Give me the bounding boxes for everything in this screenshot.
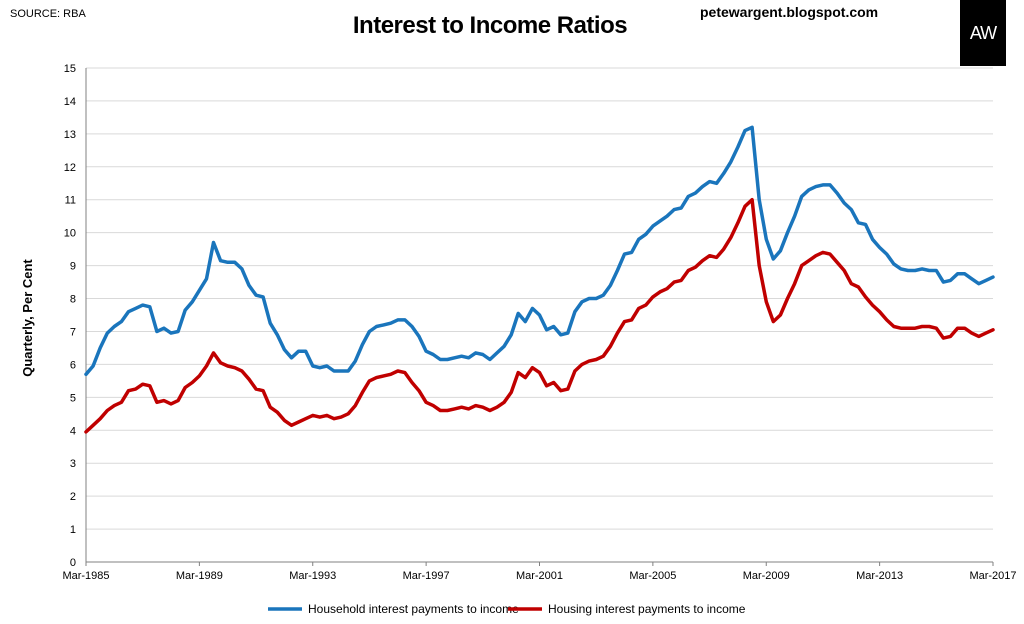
x-axis-ticks: Mar-1985 Mar-1989 Mar-1993 Mar-1997 Mar-2001…: [62, 562, 1017, 582]
x-tick-label: Mar-1997: [403, 570, 450, 582]
y-tick-label: 2: [70, 491, 76, 503]
y-tick-label: 13: [64, 129, 76, 141]
legend-label-housing: Housing interest payments to income: [548, 602, 746, 616]
y-tick-label: 8: [70, 294, 76, 306]
y-tick-label: 14: [64, 96, 76, 108]
y-tick-label: 12: [64, 162, 76, 174]
x-tick-label: Mar-2009: [743, 570, 790, 582]
housing-series-line: [84, 197, 995, 434]
y-tick-label: 3: [70, 458, 76, 470]
y-axis-label: Quarterly, Per Cent: [20, 259, 35, 377]
y-tick-label: 4: [70, 425, 76, 437]
y-tick-label: 15: [64, 63, 76, 75]
aw-logo: AW: [960, 0, 1006, 66]
x-tick-label: Mar-2017: [969, 570, 1016, 582]
y-tick-label: 11: [65, 195, 76, 207]
source-label: SOURCE: RBA: [10, 8, 86, 20]
legend-label-household: Household interest payments to income: [308, 602, 519, 616]
y-tick-label: 6: [70, 359, 76, 371]
y-tick-label: 1: [70, 524, 76, 536]
y-tick-label: 9: [70, 261, 76, 273]
x-tick-label: Mar-1993: [289, 570, 336, 582]
legend: Household interest payments to income Hou…: [268, 602, 746, 616]
gridlines: [86, 67, 993, 530]
y-tick-label: 10: [64, 228, 76, 240]
chart-title: Interest to Income Ratios: [352, 12, 628, 39]
household-series-line: [84, 125, 995, 377]
x-tick-label: Mar-2005: [629, 570, 676, 582]
series-lines: [84, 125, 995, 434]
x-tick-label: Mar-1989: [176, 570, 223, 582]
x-tick-label: Mar-2001: [516, 570, 563, 582]
blog-url: petewargent.blogspot.com: [700, 4, 879, 20]
y-tick-label: 0: [70, 557, 76, 569]
x-tick-label: Mar-1985: [62, 570, 109, 582]
y-tick-label: 7: [70, 326, 76, 338]
y-tick-label: 5: [70, 392, 76, 404]
x-tick-label: Mar-2013: [856, 570, 903, 582]
